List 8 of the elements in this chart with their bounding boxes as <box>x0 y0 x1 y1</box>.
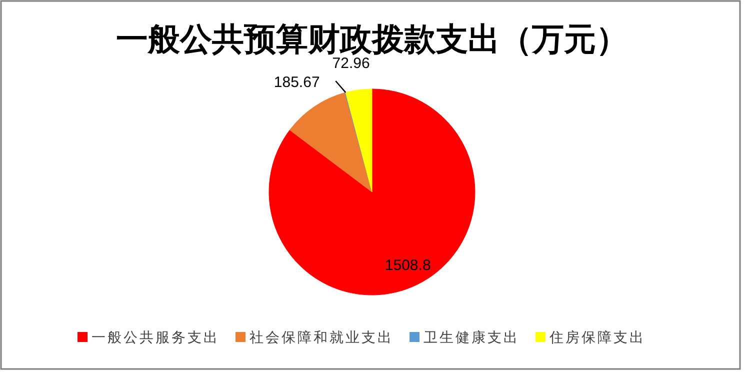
legend-label: 社会保障和就业支出 <box>250 329 394 345</box>
legend-label: 住房保障支出 <box>548 329 646 345</box>
legend-label: 卫生健康支出 <box>424 329 520 345</box>
data-label: 185.67 <box>274 74 320 92</box>
data-label: 72.96 <box>332 54 370 72</box>
chart-title: 一般公共预算财政拨款支出（万元） <box>116 21 628 57</box>
legend-label: 一般公共服务支出 <box>92 329 220 345</box>
data-label: 1508.8 <box>384 256 431 274</box>
